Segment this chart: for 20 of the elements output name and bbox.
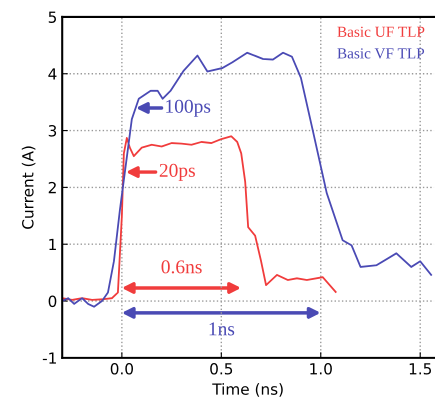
annotation: 20ps [160,164,195,181]
x-tick-label: 1.5 [410,363,432,375]
annotation: 1ns [210,322,234,336]
annotation: 0.6ns [162,260,202,274]
x-tick-label: 0.5 [210,362,232,375]
y-tick-label: 5 [48,12,56,23]
text: Basic UF TLP [337,26,424,37]
y-tick-label: -1 [42,352,56,364]
annotation: 100ps [166,100,210,117]
x-tick-label: 0.0 [110,362,134,375]
text: Basic VF TLP [337,48,424,59]
y-tick-label: 0 [48,296,56,308]
y-tick-label: 1 [49,238,56,250]
y-axis-title: Current (A) [22,146,36,229]
x-axis-title: Time (ns) [212,383,283,397]
y-tick-label: 4 [48,68,56,80]
x-tick-label: 1.0 [310,362,332,375]
y-tick-label: 2 [48,182,56,194]
line-series [62,135,337,301]
y-tick-label: 3 [48,125,56,137]
